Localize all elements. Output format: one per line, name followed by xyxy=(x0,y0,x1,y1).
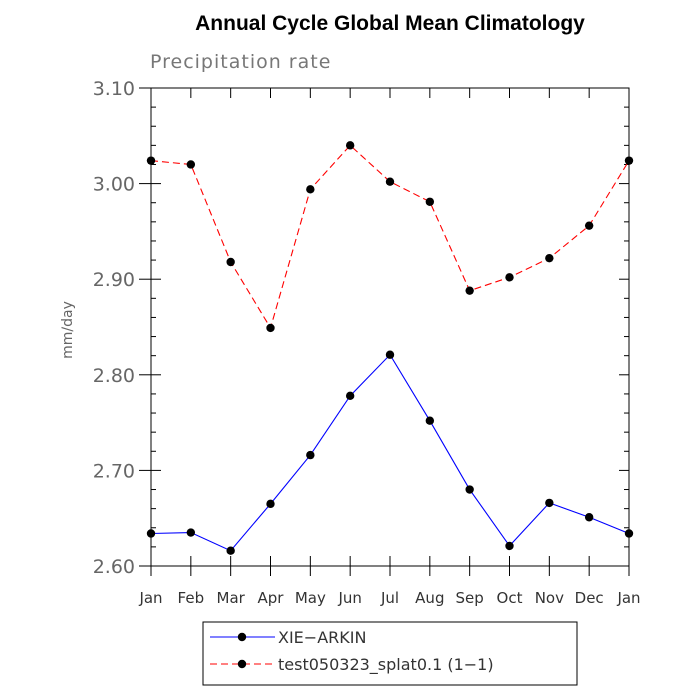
legend: XIE−ARKIN test050323_splat0.1 (1−1) xyxy=(202,621,578,686)
series-1-point xyxy=(505,541,514,551)
x-tick-label: Aug xyxy=(415,589,444,607)
x-tick-label: Oct xyxy=(497,589,523,607)
legend-box xyxy=(202,621,578,686)
y-tick-label: 2.70 xyxy=(93,460,135,482)
series-1-point xyxy=(545,498,554,508)
series-2-point xyxy=(226,257,235,267)
legend-marker-1 xyxy=(237,632,247,642)
x-tick-label: Mar xyxy=(217,589,246,607)
x-tick-label: Dec xyxy=(575,589,604,607)
legend-marker-2 xyxy=(237,659,247,669)
series-line-1 xyxy=(150,353,630,552)
chart-title: Annual Cycle Global Mean Climatology xyxy=(195,12,585,35)
series-1-point xyxy=(624,529,634,538)
series-2-point xyxy=(465,286,474,295)
x-tick-label: Jan xyxy=(138,589,162,607)
series-2-point xyxy=(385,177,395,186)
legend-label-2: test050323_splat0.1 (1−1) xyxy=(278,655,494,675)
series-1-point xyxy=(345,391,355,401)
x-tick-label: Sep xyxy=(456,589,484,607)
x-tick-label: Nov xyxy=(535,589,564,607)
series-line-2 xyxy=(150,144,630,330)
axis-tick-labels: 2.60 2.70 2.80 2.90 3.00 3.10 Jan Feb Mar Apr May J… xyxy=(93,78,641,607)
axis-ticks xyxy=(139,87,630,576)
series-1-point xyxy=(146,529,156,538)
x-tick-label: Jun xyxy=(337,589,361,607)
chart-subtitle: Precipitation rate xyxy=(150,51,331,73)
series-1-point xyxy=(425,416,435,425)
series-1-point xyxy=(226,546,235,555)
series-2-point xyxy=(306,185,315,194)
series-2-point xyxy=(505,273,514,282)
y-tick-label: 3.10 xyxy=(93,78,135,100)
series-2-point xyxy=(345,141,355,150)
y-tick-label: 2.90 xyxy=(93,269,135,291)
y-axis-label: mm/day xyxy=(60,301,76,359)
series-1-point xyxy=(465,485,474,494)
x-tick-label: Apr xyxy=(258,589,285,607)
y-tick-label: 2.80 xyxy=(93,365,135,387)
series-1-point xyxy=(584,513,594,522)
series-1-point xyxy=(266,499,275,509)
series-2-point xyxy=(545,253,554,263)
series-2-point xyxy=(425,197,435,206)
series-group xyxy=(146,141,634,555)
series-2-point xyxy=(146,156,156,165)
series-1-point xyxy=(186,528,196,537)
x-tick-label: Feb xyxy=(178,589,205,607)
x-tick-label: May xyxy=(295,589,326,607)
x-tick-label: Jul xyxy=(380,589,399,607)
plot-frame xyxy=(150,87,630,567)
legend-label-1: XIE−ARKIN xyxy=(278,628,366,647)
y-tick-label: 2.60 xyxy=(93,556,135,578)
series-2-point xyxy=(584,221,594,230)
series-2-point xyxy=(624,156,634,165)
series-1-point xyxy=(385,350,395,359)
x-tick-label: Jan xyxy=(616,589,640,607)
series-1-point xyxy=(306,450,315,460)
series-2-point xyxy=(266,323,275,333)
series-2-point xyxy=(186,160,196,169)
y-tick-label: 3.00 xyxy=(93,174,135,196)
